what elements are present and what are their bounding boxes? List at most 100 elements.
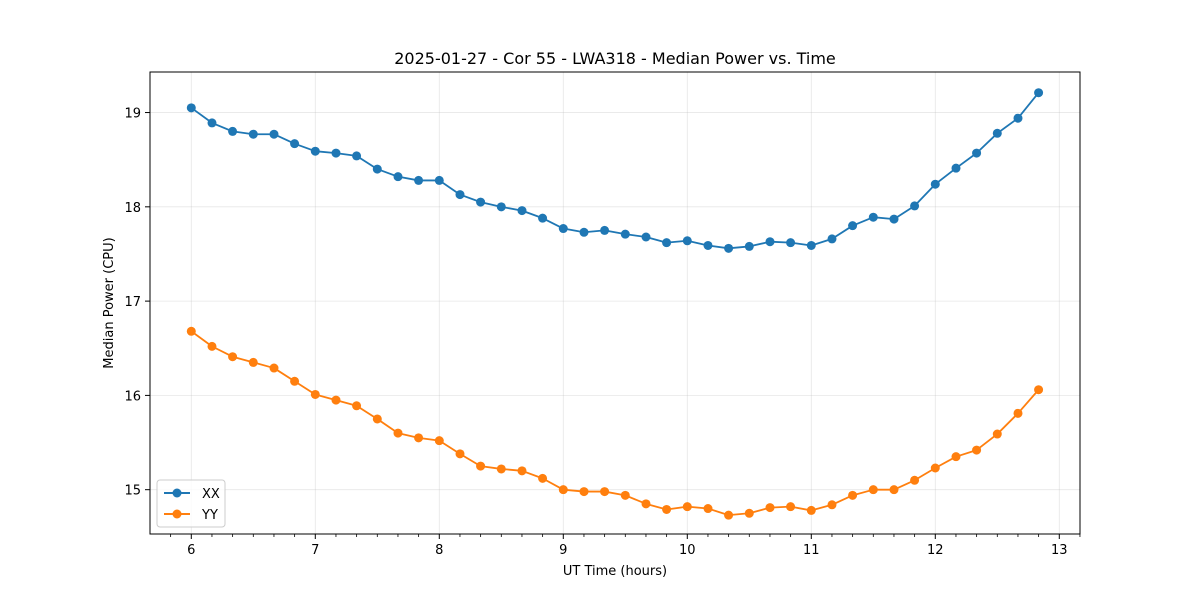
data-point-xx: [558, 224, 568, 234]
y-tick-label: 15: [124, 484, 141, 499]
data-point-yy: [703, 504, 713, 514]
data-point-yy: [827, 500, 837, 510]
y-tick-label: 16: [124, 389, 141, 404]
data-point-yy: [414, 433, 424, 443]
data-point-yy: [496, 464, 506, 474]
data-point-xx: [393, 172, 403, 182]
x-axis-title: UT Time (hours): [563, 564, 667, 579]
data-point-xx: [310, 146, 320, 156]
data-point-xx: [600, 225, 610, 235]
data-point-xx: [269, 129, 279, 139]
x-tick-label: 8: [435, 543, 443, 558]
data-point-yy: [765, 503, 775, 513]
data-point-xx: [538, 213, 548, 223]
tick-layer: 6 7 8 9 10 11 12 13 15 16 17 18 19: [124, 107, 1081, 558]
data-point-xx: [972, 148, 982, 158]
data-point-xx: [352, 151, 362, 161]
series-layer: [186, 88, 1044, 520]
data-point-yy: [641, 499, 651, 509]
data-point-xx: [724, 243, 734, 253]
plot-frame: [149, 71, 1081, 535]
data-point-yy: [207, 341, 217, 351]
data-point-xx: [848, 221, 858, 231]
y-tick-label: 18: [124, 201, 141, 216]
data-point-xx: [620, 229, 630, 239]
data-point-yy: [806, 505, 816, 515]
data-point-yy: [992, 429, 1002, 439]
data-point-xx: [641, 232, 651, 242]
data-point-xx: [930, 179, 940, 189]
x-tick-label: 13: [1051, 543, 1068, 558]
data-point-xx: [372, 164, 382, 174]
data-point-yy: [186, 326, 196, 336]
data-point-yy: [393, 428, 403, 438]
data-point-yy: [724, 510, 734, 520]
data-point-xx: [228, 126, 238, 136]
data-point-yy: [290, 376, 300, 386]
data-point-yy: [1013, 408, 1023, 418]
data-point-xx: [889, 214, 899, 224]
data-point-xx: [910, 201, 920, 211]
data-point-xx: [517, 206, 527, 216]
data-point-yy: [910, 475, 920, 485]
legend-marker-xx: [172, 488, 182, 498]
data-point-yy: [951, 452, 961, 462]
data-point-xx: [186, 103, 196, 113]
legend: XX YY: [156, 479, 226, 528]
data-point-xx: [868, 212, 878, 222]
data-point-yy: [744, 508, 754, 518]
data-point-yy: [786, 502, 796, 512]
x-tick-label: 12: [927, 543, 944, 558]
data-point-xx: [455, 190, 465, 200]
data-point-xx: [579, 227, 589, 237]
data-point-yy: [455, 449, 465, 459]
data-point-xx: [786, 238, 796, 248]
data-point-yy: [352, 401, 362, 411]
data-point-xx: [331, 148, 341, 158]
data-point-yy: [269, 363, 279, 373]
data-point-yy: [558, 485, 568, 495]
data-point-yy: [228, 352, 238, 362]
data-point-yy: [620, 490, 630, 500]
y-tick-label: 19: [124, 107, 141, 122]
legend-label-yy: YY: [201, 508, 218, 523]
data-point-yy: [476, 461, 486, 471]
x-tick-label: 11: [803, 543, 820, 558]
data-point-yy: [517, 466, 527, 476]
data-point-yy: [930, 463, 940, 473]
data-point-xx: [434, 175, 444, 185]
data-point-yy: [248, 357, 258, 367]
data-point-xx: [290, 139, 300, 149]
x-tick-label: 10: [679, 543, 696, 558]
data-point-yy: [1034, 385, 1044, 395]
y-axis-title: Median Power (CPU): [102, 237, 117, 368]
legend-marker-yy: [172, 509, 182, 519]
data-point-xx: [992, 128, 1002, 138]
data-point-yy: [600, 487, 610, 497]
data-point-yy: [331, 395, 341, 405]
data-point-xx: [1034, 88, 1044, 98]
data-point-xx: [414, 175, 424, 185]
legend-label-xx: XX: [202, 487, 220, 502]
data-point-yy: [310, 389, 320, 399]
data-point-xx: [682, 236, 692, 246]
grid-layer: [150, 72, 1080, 534]
data-point-yy: [662, 504, 672, 514]
data-point-yy: [972, 445, 982, 455]
data-point-yy: [848, 490, 858, 500]
data-point-xx: [1013, 113, 1023, 123]
data-point-yy: [889, 485, 899, 495]
data-point-xx: [951, 163, 961, 173]
data-point-xx: [662, 238, 672, 248]
data-point-xx: [496, 202, 506, 212]
x-tick-label: 9: [559, 543, 567, 558]
y-tick-label: 17: [124, 295, 141, 310]
data-point-yy: [372, 414, 382, 424]
x-tick-label: 6: [187, 543, 195, 558]
data-point-xx: [248, 129, 258, 139]
data-point-xx: [765, 237, 775, 247]
data-point-xx: [207, 118, 217, 128]
data-point-yy: [682, 502, 692, 512]
data-point-yy: [434, 436, 444, 446]
